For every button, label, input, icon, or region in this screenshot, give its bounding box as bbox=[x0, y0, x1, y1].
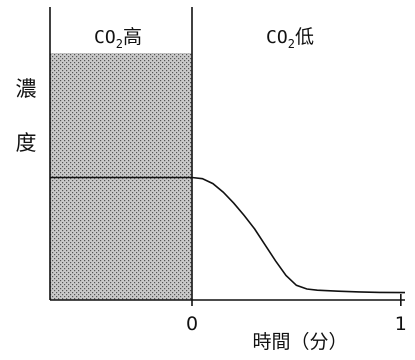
x-tick-label-1: 1 bbox=[395, 313, 407, 335]
y-axis-label: 濃度 bbox=[16, 77, 37, 155]
co2-low-label: CO2低 bbox=[266, 26, 314, 51]
x-tick-label-0: 0 bbox=[186, 313, 198, 335]
co2-high-label: CO2高 bbox=[94, 26, 142, 51]
x-axis-label: 時間（分） bbox=[252, 331, 347, 353]
co2-high-region bbox=[50, 53, 192, 300]
concentration-line bbox=[50, 176, 406, 294]
